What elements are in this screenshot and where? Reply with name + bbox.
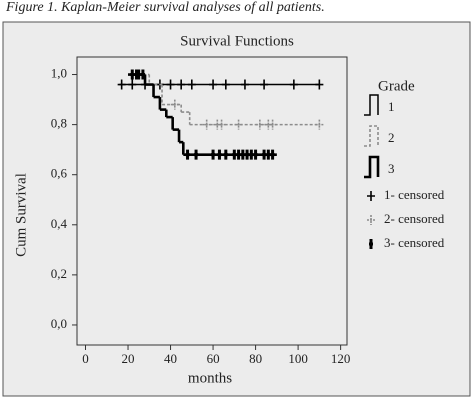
- censor-mark: [315, 119, 324, 130]
- censor-mark: [245, 149, 250, 160]
- censor-mark: [262, 149, 267, 160]
- y-tick-label: 0,2: [51, 266, 67, 281]
- censor-mark: [117, 79, 126, 90]
- censor-mark: [211, 149, 216, 160]
- x-tick-label: 80: [249, 351, 262, 366]
- censor-mark: [264, 119, 273, 130]
- x-tick-label: 60: [207, 351, 220, 366]
- censor-mark: [315, 79, 324, 90]
- legend-swatch: [364, 155, 380, 179]
- censor-mark: [170, 99, 179, 110]
- censor-mark: [187, 79, 196, 90]
- censor-mark: [289, 79, 298, 90]
- y-tick-label: 1,0: [51, 66, 67, 81]
- censor-mark: [270, 149, 275, 160]
- censor-mark: [209, 79, 218, 90]
- censor-mark: [268, 119, 277, 130]
- censor-mark: [140, 69, 145, 80]
- legend-label: 2: [388, 130, 395, 145]
- legend-label: 3: [388, 161, 395, 176]
- legend-label: 1- censored: [384, 187, 445, 202]
- censor-mark: [177, 79, 186, 90]
- censor-mark: [185, 149, 190, 160]
- legend-label: 3- censored: [384, 235, 445, 250]
- y-tick-label: 0,4: [51, 216, 68, 231]
- censor-mark: [266, 149, 271, 160]
- censor-mark: [260, 79, 269, 90]
- censor-mark: [202, 119, 211, 130]
- censor-mark: [217, 149, 222, 160]
- legend-swatch: [364, 125, 379, 147]
- censor-mark: [253, 149, 258, 160]
- y-tick-label: 0,6: [51, 166, 68, 181]
- censor-mark: [232, 149, 237, 160]
- legend-swatch: [364, 94, 379, 116]
- x-tick-label: 0: [82, 351, 89, 366]
- censor-mark: [221, 79, 230, 90]
- censor-mark: [255, 119, 264, 130]
- legend-censor-swatch: [367, 191, 375, 201]
- figure-caption: Figure 1. Kaplan-Meier survival analyses…: [5, 0, 325, 15]
- chart-title: Survival Functions: [180, 33, 294, 49]
- x-tick-label: 40: [164, 351, 177, 366]
- censor-mark: [240, 79, 249, 90]
- censor-mark: [130, 69, 135, 80]
- censor-mark: [234, 119, 243, 130]
- censor-mark: [217, 119, 226, 130]
- censor-mark: [194, 149, 199, 160]
- legend-title: Grade: [378, 78, 415, 94]
- x-tick-label: 20: [122, 351, 135, 366]
- plot-frame: [76, 56, 348, 346]
- y-tick-label: 0,8: [51, 116, 67, 131]
- legend-censor-swatch: [369, 239, 373, 249]
- legend-label: 1: [388, 99, 395, 114]
- legend-label: 2- censored: [384, 211, 445, 226]
- x-tick-label: 120: [331, 351, 351, 366]
- y-tick-label: 0,0: [51, 316, 67, 331]
- censor-mark: [240, 149, 245, 160]
- censor-mark: [128, 79, 137, 90]
- y-axis-label: Cum Survival: [13, 173, 29, 257]
- legend-censor-swatch: [367, 215, 375, 225]
- censor-mark: [136, 69, 141, 80]
- censor-mark: [223, 149, 228, 160]
- x-axis-label: months: [188, 370, 232, 386]
- x-tick-label: 100: [288, 351, 308, 366]
- censor-mark: [166, 79, 175, 90]
- censor-mark: [236, 149, 241, 160]
- censor-mark: [213, 119, 222, 130]
- censor-mark: [249, 149, 254, 160]
